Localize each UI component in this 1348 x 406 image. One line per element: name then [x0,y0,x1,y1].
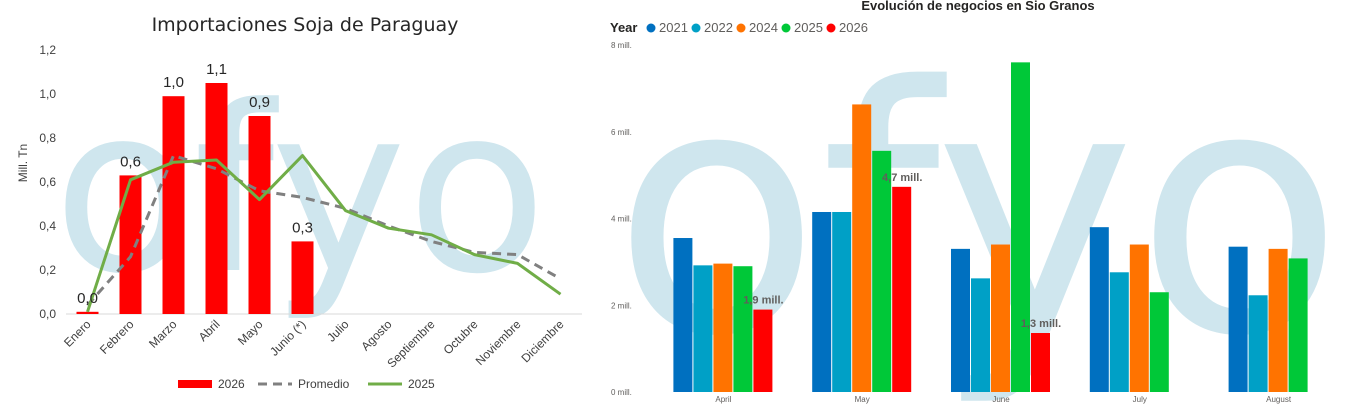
legend-item-2025: 2025 [368,377,435,391]
legend-swatch [781,23,791,33]
bar-2022 [1109,272,1129,392]
y-axis-label: Mill. Tn [16,144,30,182]
bar-2022 [1248,295,1268,392]
legend-label: 2026 [839,20,868,35]
bar-2024 [1268,248,1288,392]
bar-2026 [119,175,142,314]
data-label: 1,9 mill. [743,295,783,307]
data-label: 0,9 [249,94,270,111]
y-tick-label: 1,0 [39,87,56,101]
bar-2025 [1288,258,1308,392]
legend-item-promedio: Promedio [258,377,350,391]
legend-label: 2025 [408,377,435,391]
legend-item-2022: 2022 [691,20,733,35]
x-tick-label: May [855,395,870,404]
bar-2022 [971,278,990,392]
x-tick-label: June [992,395,1010,404]
series-line-2025 [86,154,562,313]
bar-2024 [852,104,872,392]
legend-item-2021: 2021 [646,20,688,35]
y-tick-label: 8 mill. [611,41,632,50]
bar-2026 [248,116,271,314]
legend-swatch [736,23,746,33]
y-tick-label: 4 mill. [611,215,632,224]
data-label: 0,3 [292,219,313,236]
bar-2022 [693,265,713,392]
chart-title: Importaciones Soja de Paraguay [152,14,459,36]
y-tick-label: 2 mill. [611,301,632,310]
y-tick-label: 0,4 [39,219,56,233]
bar-2021 [951,248,970,392]
bar-2021 [1228,246,1248,392]
legend-label: 2021 [659,20,688,35]
bar-2024 [713,263,733,392]
chart-paraguay-imports: ofyo Importaciones Soja de Paraguay Mill… [0,0,600,406]
legend-swatch [691,23,701,33]
legend-item-2026: 2026 [178,377,245,391]
bar-2026 [892,186,912,392]
legend-swatch [826,23,836,33]
data-label: 1,3 mill. [1021,318,1061,330]
legend-title: Year [610,20,637,35]
chart-sio-granos-svg: ofyo Evolución de negocios en Sio Granos… [610,0,1343,406]
legend-label: 2026 [218,377,245,391]
bar-2026 [753,309,773,392]
bar-2022 [832,211,852,392]
y-tick-label: 1,2 [39,43,56,57]
y-tick-label: 0,0 [39,307,56,321]
bar-2026 [1031,333,1050,392]
y-tick-label: 0,2 [39,263,56,277]
legend-label: 2025 [794,20,823,35]
x-tick-label: April [715,395,731,404]
legend-label: 2022 [704,20,733,35]
x-tick-label: July [1133,395,1147,404]
data-label: 1,1 [206,61,227,78]
legend-swatch [646,23,656,33]
series-line-promedio [86,154,562,307]
legend-label: 2024 [749,20,778,35]
x-tick-label: August [1266,395,1292,404]
y-tick-label: 0 mill. [611,388,632,397]
data-label: 4,7 mill. [882,172,922,184]
bar-2024 [1129,244,1149,392]
bar-2025 [1011,62,1030,392]
legend-item-2024: 2024 [736,20,778,35]
y-tick-label: 6 mill. [611,128,632,137]
bar-2026 [205,83,228,314]
bar-2025 [872,150,892,392]
data-label: 0,0 [77,290,98,307]
bar-2021 [812,211,832,392]
legend-item-2025: 2025 [781,20,823,35]
data-label: 1,0 [163,74,184,91]
legend-item-2026: 2026 [826,20,868,35]
bar-2026 [76,311,99,314]
bar-2025 [1149,292,1169,392]
chart-paraguay-imports-svg: ofyo Importaciones Soja de Paraguay Mill… [16,14,582,391]
bar-2024 [991,244,1010,392]
chart-sio-granos: ofyo Evolución de negocios en Sio Granos… [608,0,1348,406]
y-tick-label: 0,6 [39,175,56,189]
bar-2025 [733,266,753,392]
chart-title: Evolución de negocios en Sio Granos [861,0,1094,13]
bar-2021 [673,238,693,392]
legend-label: Promedio [298,377,350,391]
legend-swatch [178,380,212,388]
bar-2026 [291,241,314,314]
bar-2021 [1089,227,1109,392]
bar-2026 [162,96,185,314]
data-label: 0,6 [120,153,141,170]
y-tick-label: 0,8 [39,131,56,145]
